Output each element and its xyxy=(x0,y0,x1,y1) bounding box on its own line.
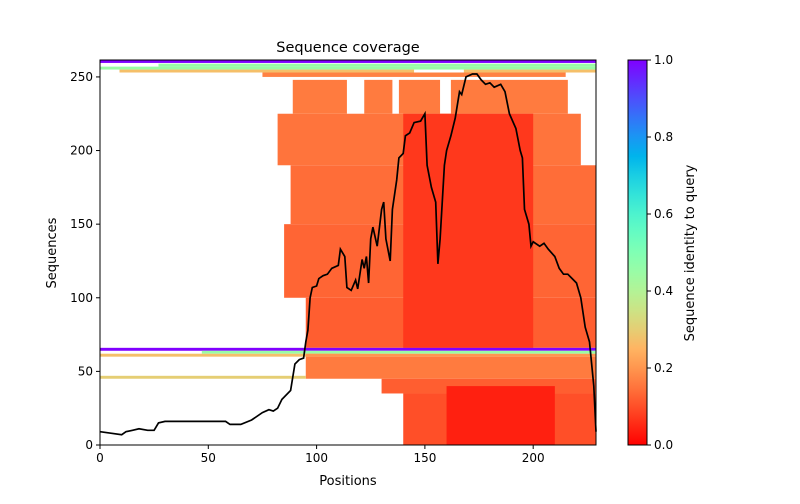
x-tick-label: 50 xyxy=(201,451,216,465)
coverage-block xyxy=(398,79,441,114)
colorbar xyxy=(627,59,648,446)
x-axis-label: Positions xyxy=(319,474,377,489)
coverage-block xyxy=(305,353,596,357)
y-tick-label: 200 xyxy=(70,144,93,158)
colorbar-tick-label: 0.4 xyxy=(654,284,673,298)
colorbar-tick-label: 0.8 xyxy=(654,130,673,144)
coverage-block xyxy=(446,386,555,445)
coverage-block xyxy=(201,350,596,354)
x-tick-label: 150 xyxy=(413,451,436,465)
coverage-block xyxy=(100,347,596,351)
colorbar-ticks: 0.0 0.2 0.4 0.6 0.8 1.0 xyxy=(647,53,673,452)
y-tick-label: 250 xyxy=(70,70,93,84)
coverage-block xyxy=(262,72,566,77)
y-tick-label: 50 xyxy=(78,364,93,378)
y-tick-label: 150 xyxy=(70,217,93,231)
colorbar-tick-label: 1.0 xyxy=(654,53,673,67)
colorbar-tick-label: 0.2 xyxy=(654,361,673,375)
y-tick-label: 100 xyxy=(70,291,93,305)
colorbar-label: Sequence identity to query xyxy=(683,164,698,341)
colorbar-tick-label: 0.6 xyxy=(654,207,673,221)
coverage-block xyxy=(305,356,596,379)
x-tick-label: 200 xyxy=(522,451,545,465)
coverage-block xyxy=(100,353,360,357)
y-axis-label: Sequences xyxy=(45,217,60,288)
coverage-block xyxy=(364,79,393,114)
x-axis: 0 50 100 150 200 xyxy=(96,445,545,465)
coverage-block xyxy=(292,79,347,114)
coverage-block xyxy=(450,79,568,114)
x-tick-label: 0 xyxy=(96,451,104,465)
plot-frame xyxy=(99,59,597,446)
coverage-block xyxy=(100,375,306,379)
chart-title: Sequence coverage xyxy=(276,40,420,56)
coverage-block xyxy=(100,66,596,70)
y-axis: 0 50 100 150 200 250 xyxy=(70,70,100,452)
colorbar-tick-label: 0.0 xyxy=(654,438,673,452)
x-tick-label: 100 xyxy=(305,451,328,465)
coverage-block xyxy=(158,63,596,67)
coverage-block xyxy=(119,69,415,73)
coverage-block xyxy=(403,113,534,348)
coverage-line xyxy=(99,73,597,436)
coverage-blocks xyxy=(100,60,596,445)
coverage-block xyxy=(463,69,596,73)
y-tick-label: 0 xyxy=(85,438,93,452)
coverage-block xyxy=(100,60,596,63)
